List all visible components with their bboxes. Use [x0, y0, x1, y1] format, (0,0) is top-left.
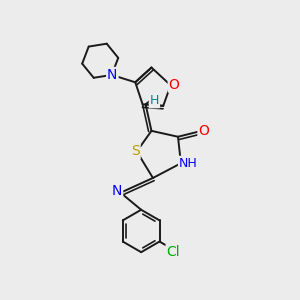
- Text: N: N: [112, 184, 122, 198]
- Text: N: N: [107, 68, 118, 82]
- Text: O: O: [169, 78, 180, 92]
- Text: Cl: Cl: [167, 245, 180, 259]
- Text: O: O: [198, 124, 209, 138]
- Text: S: S: [131, 145, 140, 158]
- Text: NH: NH: [179, 157, 198, 170]
- Text: H: H: [150, 94, 159, 107]
